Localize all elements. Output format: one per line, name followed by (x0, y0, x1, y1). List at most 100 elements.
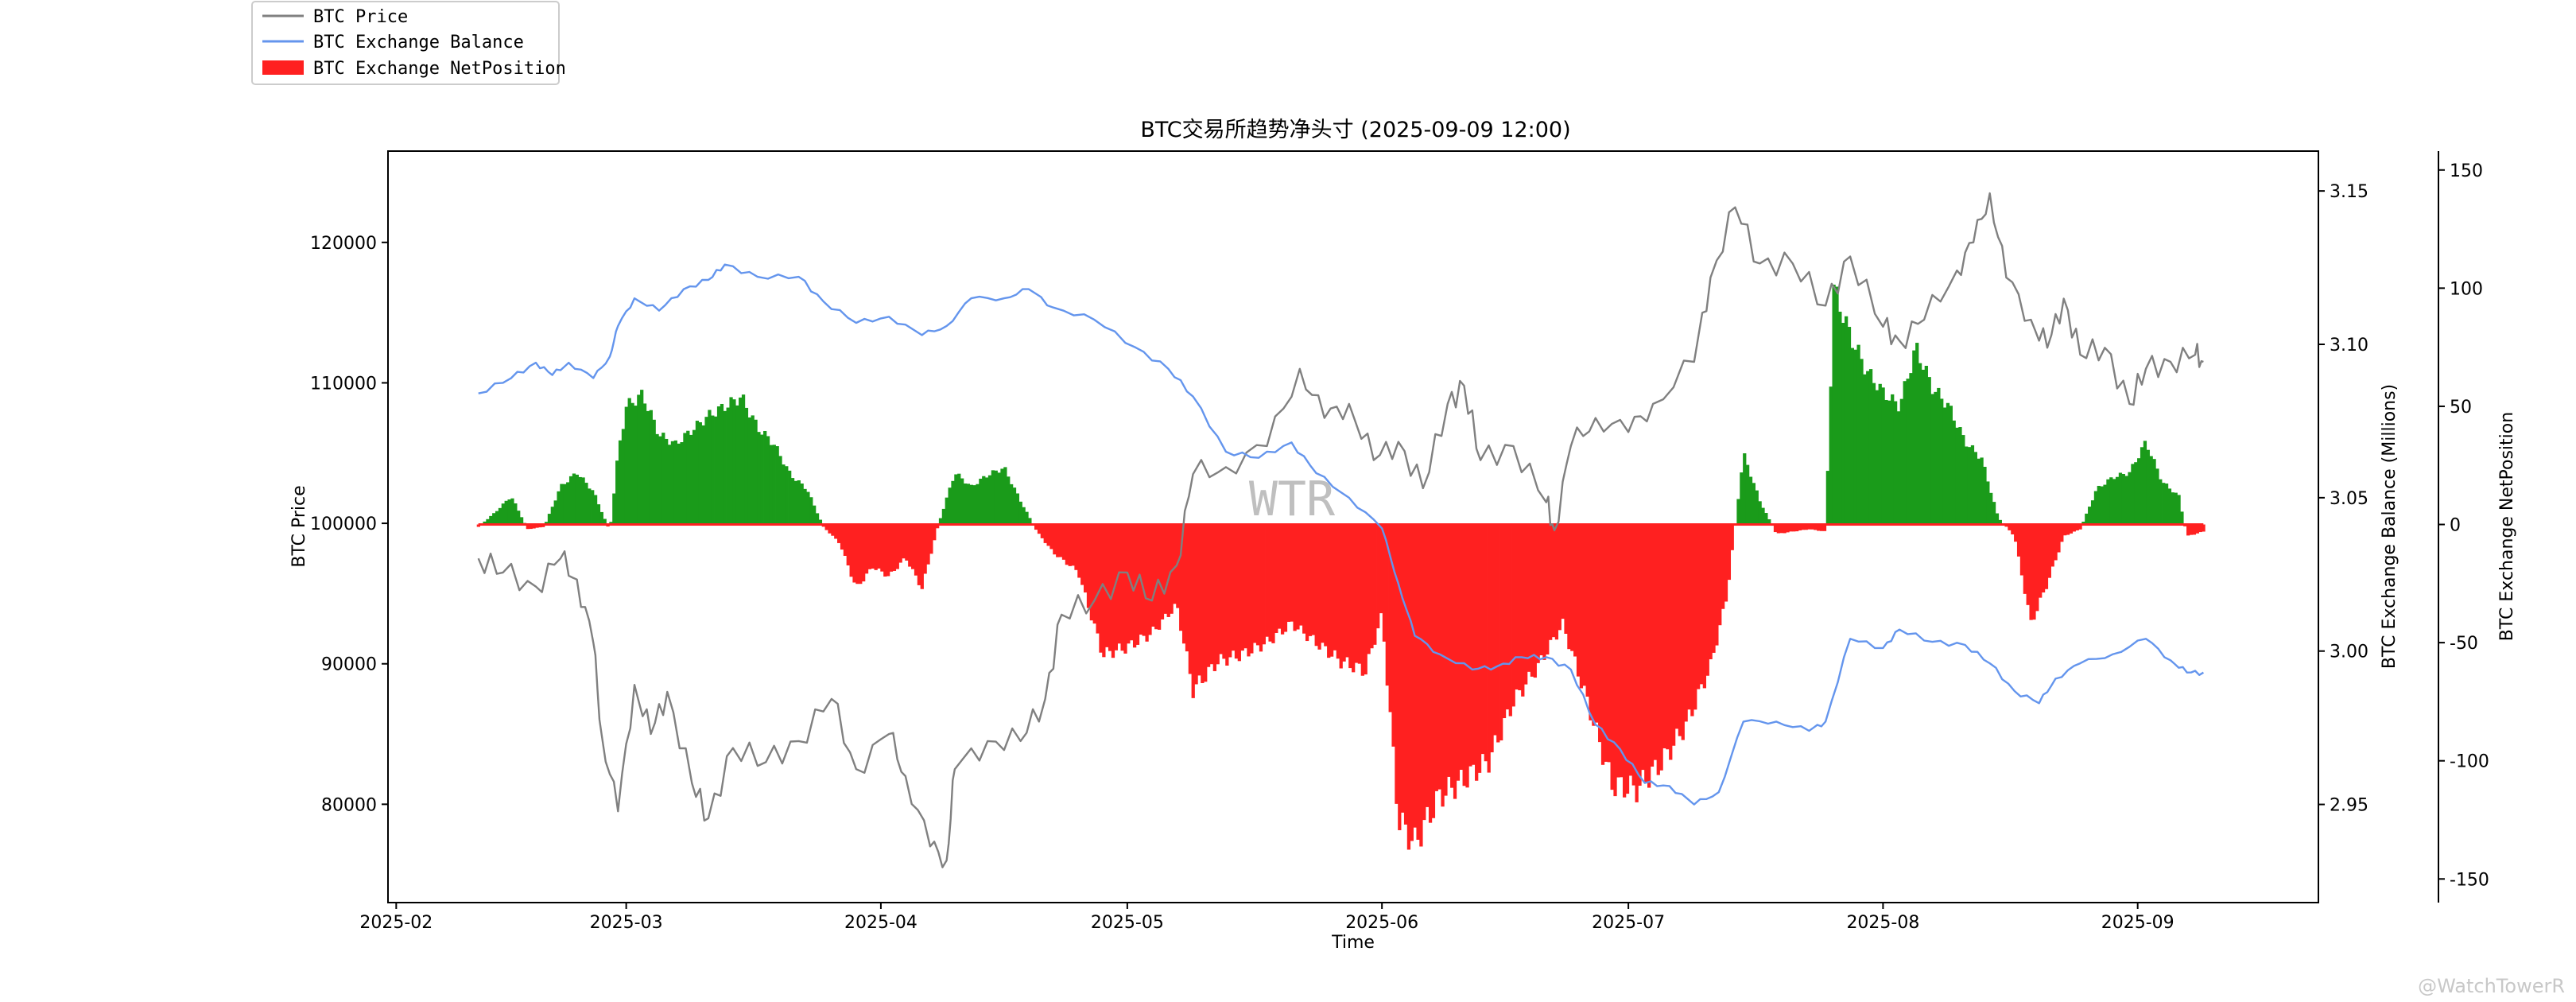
netposition-bar-positive (1028, 518, 1032, 525)
netposition-bar-negative (824, 524, 828, 530)
netposition-bar-negative (1357, 524, 1362, 664)
netposition-bar-negative (1321, 524, 1325, 643)
netposition-bar-negative (1724, 524, 1728, 602)
netposition-bar-negative (1410, 524, 1414, 841)
netposition-bar-negative (1247, 524, 1251, 657)
x-tick-label: 2025-06 (1345, 913, 1418, 933)
netposition-bar-positive (2180, 511, 2184, 525)
netposition-bar-negative (1302, 524, 1306, 634)
netposition-bar-negative (926, 524, 930, 565)
netposition-bar-negative (1105, 524, 1109, 647)
netposition-bar-positive (1930, 394, 1934, 525)
netposition-bar-positive (760, 434, 764, 525)
netposition-bar-negative (1197, 524, 1201, 676)
netposition-bar-positive (711, 415, 715, 525)
netposition-bar-positive (1995, 513, 2000, 525)
netposition-bar-negative (1493, 524, 1497, 736)
netposition-bar-positive (507, 499, 511, 525)
netposition-bar-negative (1684, 524, 1688, 722)
netposition-bar-negative (1521, 524, 1525, 697)
x-tick-label: 2025-07 (1592, 913, 1665, 933)
netposition-bar-positive (1942, 407, 1947, 525)
netposition-bar-negative (933, 524, 937, 541)
y-right2-tick-label: -150 (2450, 870, 2489, 890)
netposition-bar-negative (1293, 524, 1297, 631)
netposition-bar-negative (538, 524, 542, 528)
netposition-bar-positive (1986, 481, 1990, 525)
netposition-bar-positive (1743, 453, 1747, 525)
netposition-bar-positive (1946, 402, 1950, 525)
netposition-bar-positive (677, 443, 681, 525)
netposition-bar-negative (2039, 524, 2043, 598)
netposition-bar-positive (778, 456, 782, 525)
netposition-bar-negative (1434, 524, 1438, 791)
netposition-bar-positive (1927, 377, 1931, 525)
netposition-bar-positive (2164, 484, 2169, 525)
netposition-bar-negative (1406, 524, 1411, 850)
netposition-bar-positive (704, 417, 708, 525)
netposition-bar-negative (1043, 524, 1047, 543)
netposition-bar-negative (2029, 524, 2033, 620)
netposition-bar-negative (1216, 524, 1220, 665)
netposition-bar-negative (1086, 524, 1091, 608)
netposition-bar-positive (1745, 464, 1750, 525)
netposition-bar-positive (1878, 383, 1882, 525)
netposition-bar-negative (1145, 524, 1149, 642)
netposition-bar-negative (1727, 524, 1732, 581)
netposition-bar-negative (1352, 524, 1356, 673)
netposition-bar-negative (1173, 524, 1177, 604)
netposition-bar-negative (2019, 524, 2024, 576)
netposition-bar-negative (1807, 524, 1811, 530)
netposition-bar-negative (1176, 524, 1180, 608)
netposition-bar-negative (1705, 524, 1709, 676)
netposition-bar-negative (1278, 524, 1282, 629)
netposition-bar-negative (1539, 524, 1543, 656)
netposition-bar-negative (920, 524, 924, 589)
netposition-bar-positive (815, 513, 820, 525)
netposition-bar-negative (1687, 524, 1691, 710)
netposition-bar-negative (1253, 524, 1257, 643)
netposition-bar-positive (1940, 398, 1944, 525)
legend-frame (251, 1, 560, 85)
netposition-bar-negative (1348, 524, 1352, 669)
netposition-bar-positive (1844, 316, 1849, 525)
netposition-bar-negative (1659, 524, 1663, 771)
netposition-bar-negative (1598, 524, 1602, 743)
netposition-bar-positive (809, 497, 813, 525)
netposition-bar-positive (1007, 476, 1011, 525)
netposition-bar-negative (2075, 524, 2079, 530)
netposition-bar-negative (1567, 524, 1571, 650)
y-left-ticks: 80000 90000 100000 110000 120000 (310, 234, 388, 815)
netposition-bar-negative (1271, 524, 1275, 643)
netposition-bar-positive (621, 429, 626, 525)
netposition-bar-negative (874, 524, 878, 570)
netposition-bar-negative (1674, 524, 1679, 729)
netposition-bar-negative (1511, 524, 1515, 707)
netposition-bar-negative (1518, 524, 1522, 691)
netposition-bar-negative (1551, 524, 1556, 638)
netposition-bar-positive (800, 484, 804, 525)
netposition-bar-positive (2174, 492, 2178, 525)
y-right1-ticks: 2.95 3.00 3.05 3.10 3.15 (2318, 182, 2368, 816)
netposition-bar-negative (1382, 524, 1387, 642)
netposition-bar-negative (1148, 524, 1152, 635)
netposition-bar-positive (1841, 322, 1845, 525)
netposition-bar-positive (1903, 381, 1907, 525)
netposition-bar-positive (1961, 435, 1965, 525)
netposition-bar-positive (976, 484, 980, 525)
netposition-bar-positive (997, 472, 1001, 525)
legend-label-price: BTC Price (313, 7, 408, 27)
y-right2-tick-label: 150 (2450, 161, 2483, 181)
netposition-bar-positive (2152, 459, 2156, 525)
netposition-bar-positive (1924, 366, 1928, 525)
netposition-bar-negative (2057, 524, 2061, 553)
netposition-bar-negative (1573, 524, 1577, 657)
netposition-bar-negative (880, 524, 884, 572)
netposition-bar-positive (483, 521, 487, 525)
netposition-bar-positive (612, 493, 616, 525)
netposition-bar-positive (716, 406, 721, 525)
netposition-bar-negative (1058, 524, 1063, 557)
netposition-bar-negative (1040, 524, 1045, 538)
netposition-bar-negative (1212, 524, 1216, 671)
netposition-bar-negative (2041, 524, 2046, 593)
